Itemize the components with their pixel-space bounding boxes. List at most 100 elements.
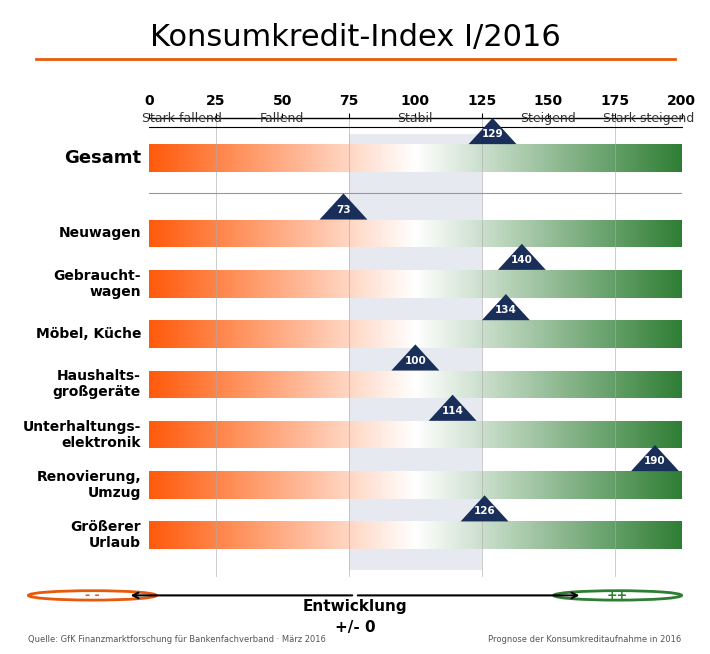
Bar [196, 270, 197, 298]
Bar [655, 220, 656, 247]
Bar [604, 320, 606, 348]
Bar [490, 421, 491, 449]
Bar [651, 421, 652, 449]
Bar [271, 521, 273, 549]
Bar [503, 371, 505, 398]
Bar [301, 270, 302, 298]
Bar [391, 270, 393, 298]
Bar [158, 320, 160, 348]
Bar [205, 144, 207, 172]
Bar [346, 144, 347, 172]
Bar [435, 521, 437, 549]
Bar [437, 471, 438, 499]
Bar [662, 471, 663, 499]
Bar [443, 220, 444, 247]
Bar [613, 320, 615, 348]
Bar [173, 421, 175, 449]
Bar [173, 320, 175, 348]
Bar [621, 220, 622, 247]
Bar [471, 270, 473, 298]
Bar [349, 144, 350, 172]
Bar [373, 471, 374, 499]
Bar [543, 521, 545, 549]
Bar [395, 371, 397, 398]
Bar [180, 371, 181, 398]
Bar [413, 521, 414, 549]
Bar [393, 144, 394, 172]
Bar [393, 521, 394, 549]
Bar [494, 471, 496, 499]
Bar [413, 421, 414, 449]
Bar [204, 371, 205, 398]
Bar [506, 320, 507, 348]
Bar [560, 421, 562, 449]
Bar [546, 471, 547, 499]
Bar [373, 144, 374, 172]
Bar [479, 320, 481, 348]
Bar [675, 220, 676, 247]
Bar [394, 220, 395, 247]
Bar [418, 320, 420, 348]
Bar [170, 471, 172, 499]
Bar [310, 421, 312, 449]
Bar [523, 270, 525, 298]
Bar [542, 270, 543, 298]
Bar [608, 471, 610, 499]
Bar [269, 144, 271, 172]
Bar [277, 270, 278, 298]
Bar [439, 371, 441, 398]
Bar [386, 144, 388, 172]
Bar [391, 421, 393, 449]
Bar [356, 471, 358, 499]
Bar [225, 421, 226, 449]
Bar [594, 320, 595, 348]
Bar [546, 144, 547, 172]
Bar [209, 144, 210, 172]
Bar [378, 220, 379, 247]
Bar [297, 371, 298, 398]
Bar [517, 320, 518, 348]
Bar [322, 371, 324, 398]
Bar [330, 421, 332, 449]
Bar [342, 371, 344, 398]
Bar [362, 421, 364, 449]
Bar [391, 371, 393, 398]
Bar [266, 421, 268, 449]
Bar [665, 270, 666, 298]
Bar [157, 220, 158, 247]
Bar [180, 471, 181, 499]
Bar [674, 320, 675, 348]
Bar [453, 421, 454, 449]
Bar [505, 421, 506, 449]
Bar [586, 371, 587, 398]
Bar [177, 144, 178, 172]
Bar [604, 270, 606, 298]
Bar [469, 421, 470, 449]
Bar [285, 371, 286, 398]
Bar [178, 371, 180, 398]
Bar [474, 270, 475, 298]
Bar [452, 270, 453, 298]
Bar [197, 471, 198, 499]
Bar [192, 471, 193, 499]
Bar [566, 220, 567, 247]
Bar [322, 320, 324, 348]
Bar [286, 270, 288, 298]
Bar [345, 471, 346, 499]
Bar [285, 144, 286, 172]
Bar [640, 144, 642, 172]
Bar [254, 521, 256, 549]
Bar [184, 371, 185, 398]
Bar [560, 270, 562, 298]
Bar [230, 421, 231, 449]
Bar [399, 144, 400, 172]
Bar [322, 270, 324, 298]
Bar [429, 270, 430, 298]
Bar [469, 521, 470, 549]
Bar [550, 220, 551, 247]
Bar [382, 471, 383, 499]
Bar [595, 471, 596, 499]
Bar [531, 270, 532, 298]
Bar [506, 521, 507, 549]
Bar [373, 371, 374, 398]
